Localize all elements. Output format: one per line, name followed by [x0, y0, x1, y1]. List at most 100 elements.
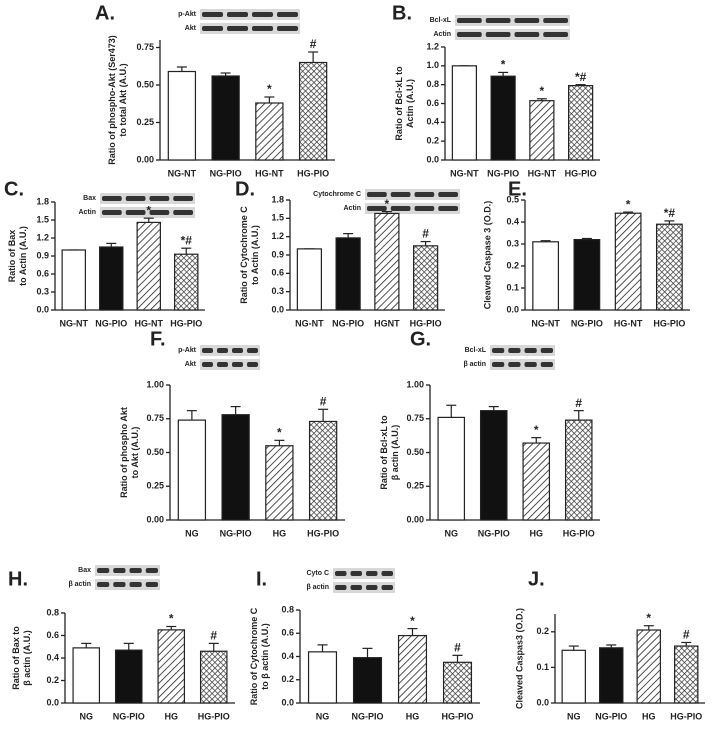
blot-background: [365, 189, 460, 200]
blot-band: [514, 32, 540, 37]
bar: [479, 410, 508, 521]
blot-band: [381, 571, 393, 576]
x-tick-label: HG-NT: [255, 168, 284, 178]
blot-band: [543, 18, 568, 23]
y-tick-label: 0.00: [146, 514, 164, 524]
bar: [352, 657, 383, 704]
panel: B. Bcl-xL Actin Ratio of Bcl-xL to Actin (A.…: [392, 2, 600, 178]
bar: [298, 61, 328, 161]
bar: [437, 416, 466, 521]
y-tick-label: 0.0: [46, 697, 59, 707]
y-tick-label: 0.8: [426, 79, 439, 89]
y-axis-label: Ratio of Cytochrome C: [249, 607, 259, 705]
y-tick-label: 0.6: [46, 630, 59, 640]
blot-label: Akt: [185, 361, 197, 368]
y-tick-label: 0.9: [271, 249, 284, 259]
x-tick-label: NG-NT: [295, 318, 324, 328]
x-tick-label: NG-PIO: [487, 168, 519, 178]
bar: [636, 629, 661, 704]
y-tick-label: 1.2: [426, 41, 439, 51]
y-tick-label: 1.00: [146, 379, 164, 389]
bar: [451, 65, 477, 161]
y-axis-label: Ratio of Bcl-xL to: [379, 415, 389, 490]
x-tick-label: HG: [406, 711, 420, 721]
significance-mark: *: [646, 611, 651, 625]
panel-label: E.: [508, 178, 527, 200]
y-tick-label: 0.0: [281, 697, 294, 707]
x-tick-label: NG-PIO: [332, 318, 364, 328]
significance-mark: #: [320, 394, 327, 408]
blot-band: [227, 26, 248, 31]
y-tick-label: 0.4: [46, 652, 59, 662]
bar: [72, 647, 101, 704]
y-tick-label: 0.0: [36, 304, 49, 314]
blot-label: β actin: [463, 361, 486, 368]
blot-label: p-Akt: [178, 347, 197, 354]
y-tick-label: 0.50: [136, 79, 154, 89]
y-tick-label: 0.5: [506, 194, 519, 204]
blot-band: [145, 582, 158, 587]
blot-band: [457, 18, 482, 23]
blot-label: Cytochrome C: [313, 191, 361, 198]
bar: [674, 645, 699, 704]
blot-band: [492, 348, 505, 353]
x-tick-label: HG-PIO: [441, 711, 473, 721]
significance-mark: #: [454, 641, 461, 655]
y-axis-label: to total Akt (A.U.): [118, 63, 128, 136]
y-tick-label: 1.0: [426, 60, 439, 70]
blot-background: [490, 345, 555, 356]
x-tick-label: HG-PIO: [670, 711, 702, 721]
y-axis-label: β actin (A.U.): [390, 425, 400, 481]
blot-background: [200, 23, 300, 34]
y-tick-label: 0.3: [271, 286, 284, 296]
x-tick-label: HG-PIO: [653, 318, 685, 328]
bar: [221, 414, 250, 521]
panel: J. Cleaved Caspas3 (O.D.) 0.0 0.1 0.2 NG NG-PI…: [514, 568, 705, 721]
y-tick-label: 0.25: [136, 117, 154, 127]
bar: [99, 246, 124, 311]
bar: [307, 651, 338, 704]
y-tick-label: 0.0: [506, 304, 519, 314]
bar: [374, 212, 400, 311]
y-axis-label: Ratio of Bcl-xL to: [394, 66, 404, 141]
y-tick-label: 0.2: [506, 260, 519, 270]
blot-background: [455, 29, 570, 40]
y-tick-label: 0.75: [406, 413, 424, 423]
y-tick-label: 0.8: [46, 607, 59, 617]
blot-band: [102, 210, 122, 215]
x-tick-label: HG: [530, 528, 544, 538]
bar: [199, 650, 228, 704]
blot-band: [97, 568, 110, 573]
y-tick-label: 0.3: [506, 238, 519, 248]
x-tick-label: HG-PIO: [563, 528, 595, 538]
bar: [529, 100, 555, 161]
bar: [522, 442, 551, 521]
blot-band: [97, 582, 110, 587]
blot-band: [414, 192, 435, 197]
y-tick-label: 0.75: [146, 413, 164, 423]
y-axis-label: Ratio of Bax: [7, 230, 17, 283]
x-tick-label: NG: [445, 528, 459, 538]
x-tick-label: NG-PIO: [595, 711, 627, 721]
panel-label: A.: [95, 2, 115, 24]
bar: [174, 253, 199, 311]
blot-band: [540, 362, 553, 367]
y-axis-label: Ratio of Bax to: [11, 626, 21, 690]
significance-mark: *: [277, 426, 282, 440]
blot-band: [277, 26, 298, 31]
y-axis-label: Ratio of phospho Akt: [119, 407, 129, 498]
bar: [335, 237, 361, 311]
blot-band: [350, 571, 362, 576]
x-tick-label: NG: [316, 711, 330, 721]
significance-mark: *: [385, 197, 390, 211]
x-tick-label: HG-NT: [614, 318, 643, 328]
blot-band: [232, 348, 243, 353]
y-axis-label: Actin (A.U.): [405, 79, 415, 128]
blot-band: [381, 585, 393, 590]
blot-band: [366, 571, 378, 576]
bar: [177, 419, 207, 521]
blot-background: [490, 359, 555, 370]
blot-band: [514, 18, 540, 23]
bar: [265, 445, 294, 521]
bar: [614, 212, 642, 311]
